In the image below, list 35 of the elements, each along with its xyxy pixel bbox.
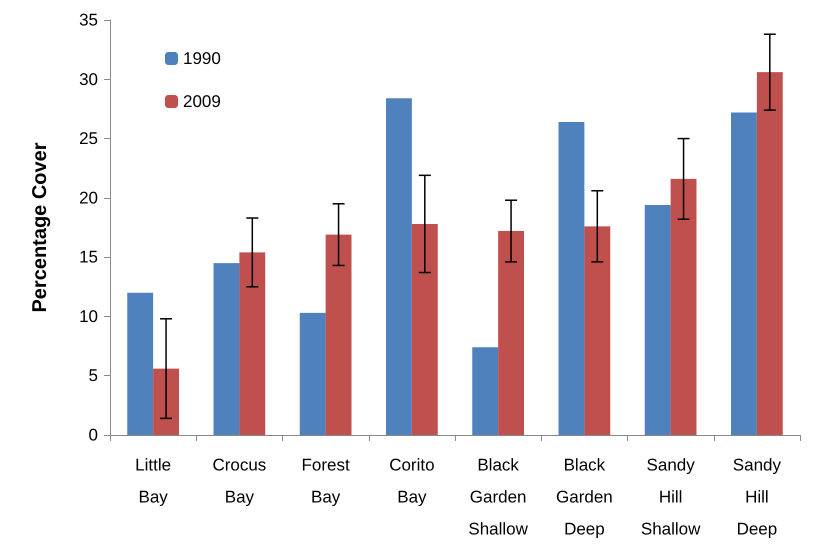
y-tick-label: 15 [79,248,98,267]
y-tick-label: 30 [79,70,98,89]
y-tick-label: 0 [88,426,98,444]
y-axis-title: Percentage Cover [29,142,51,313]
x-tick-label: Crocus Bay [212,456,266,506]
y-tick-label: 35 [79,10,98,30]
y-tick-label: 5 [88,366,98,386]
bar [498,231,524,435]
y-tick-label: 25 [79,129,98,148]
bar [472,347,498,435]
bar [731,112,757,435]
legend-label: 2009 [183,92,221,111]
x-tick-label: Sandy Hill Shallow [640,456,702,538]
x-tick-label: Little Bay [135,456,172,506]
bar [239,252,266,435]
bar [412,224,438,435]
bar [558,122,584,435]
bar [756,72,783,435]
bar [326,234,352,435]
y-tick-label: 20 [79,188,98,208]
x-tick-label: Sandy Hill Deep [732,456,782,538]
bar [670,178,696,435]
bar [300,312,326,435]
bar [127,292,154,435]
bar [153,368,179,435]
bar [644,204,671,435]
x-tick-label: Black Garden Shallow [468,456,529,538]
y-tick-label: 10 [79,306,98,326]
x-tick-label: Corito Bay [389,456,435,506]
bar [584,226,610,435]
legend-label: 1990 [183,49,221,68]
bar [386,98,412,435]
x-tick-label: Forest Bay [302,456,350,506]
bar [214,263,240,435]
x-tick-label: Black Garden Deep [556,456,613,538]
